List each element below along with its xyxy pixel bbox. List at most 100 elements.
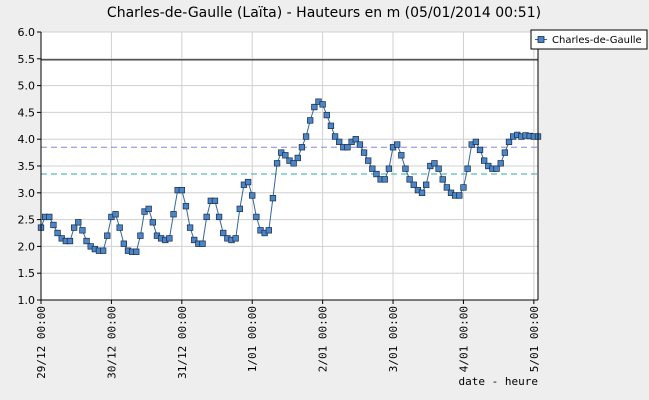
data-point [178,186,185,194]
data-point [456,192,463,199]
legend-marker-swatch [537,36,545,43]
data-point [273,160,281,167]
data-point [423,181,430,188]
y-tick-label: 5.5 [18,53,36,66]
x-tick-label: 31/12 00:00 [176,306,189,379]
data-point [398,152,405,159]
data-point [290,160,297,167]
data-point [249,192,256,199]
data-point [54,229,61,237]
y-tick-label: 6.0 [18,26,36,39]
x-tick-label: 4/01 00:00 [457,306,470,372]
x-tick-labels: 29/12 00:00 30/12 00:00 31/12 00:00 1/01 00… [35,306,541,379]
data-point [70,224,78,231]
x-tick-label: 1/01 00:00 [246,306,259,372]
data-point [356,141,364,148]
y-tick-label: 5.0 [18,80,36,93]
data-point [99,247,107,254]
data-point [232,235,239,242]
data-point [505,138,513,146]
x-tick-label: 3/01 00:00 [387,306,400,372]
data-point [137,232,144,239]
chart-title: Charles-de-Gaulle (Laïta) - Hauteurs en … [107,5,541,21]
x-tick-label: 5/01 00:00 [528,306,541,372]
data-point [50,221,57,229]
data-point [360,149,368,156]
y-tick-label: 4.0 [18,133,36,146]
data-point [253,213,260,221]
data-point [191,236,198,244]
data-point [265,227,272,234]
y-tick-label: 3.0 [18,187,36,200]
data-point [112,211,119,218]
data-point [402,165,409,172]
x-axis-label: date - heure [459,375,538,388]
data-point [460,184,467,191]
data-point [331,133,339,140]
data-point [394,141,401,148]
data-point [211,197,219,204]
data-point [311,103,318,111]
legend-box [530,29,648,50]
data-point [203,213,210,221]
data-point [307,117,314,124]
x-tick-label: 2/01 00:00 [317,306,330,372]
x-tick-label: 30/12 00:00 [105,306,118,379]
data-point [323,111,330,119]
data-point [381,176,388,183]
data-point [269,195,277,202]
data-point [385,165,393,172]
data-point [476,146,484,154]
data-point [352,136,359,143]
series-layer [37,98,542,255]
data-point [220,229,227,237]
data-point [182,203,190,210]
legend-entry-label: Charles-de-Gaulle [552,35,642,46]
data-point [75,219,82,226]
data-point [336,138,343,146]
y-tick-label: 2.0 [18,240,36,253]
data-point [344,144,351,151]
data-point [116,224,123,231]
data-point [327,122,335,129]
data-point [120,240,127,247]
data-point [215,213,223,221]
data-point [46,213,53,221]
data-point [472,138,480,146]
data-point [133,248,140,255]
data-point [443,184,451,191]
data-point [431,160,438,167]
y-tick-label: 1.0 [18,294,36,307]
data-point [199,240,206,247]
data-point [501,149,509,156]
data-point [435,165,442,172]
data-point [236,205,243,213]
data-point [282,152,289,159]
data-point [497,160,504,167]
data-point [302,133,310,140]
y-tick-label: 1.5 [18,267,36,280]
data-point [365,157,372,164]
data-point [418,189,426,196]
data-point [145,205,152,213]
data-point [493,165,500,172]
axes [37,31,539,304]
data-point [373,170,380,178]
data-point [298,144,306,151]
data-point [149,219,156,226]
y-tick-label: 3.5 [18,160,36,173]
data-point [410,181,417,188]
y-tick-label: 2.5 [18,214,36,227]
x-tick-label: 29/12 00:00 [35,306,48,379]
data-point [66,237,74,245]
data-point [83,237,90,245]
data-point [439,176,446,183]
data-point [406,176,413,183]
data-point [186,224,194,231]
data-point [319,101,326,108]
data-point [79,227,86,234]
data-point [369,165,376,172]
data-point [170,211,177,218]
